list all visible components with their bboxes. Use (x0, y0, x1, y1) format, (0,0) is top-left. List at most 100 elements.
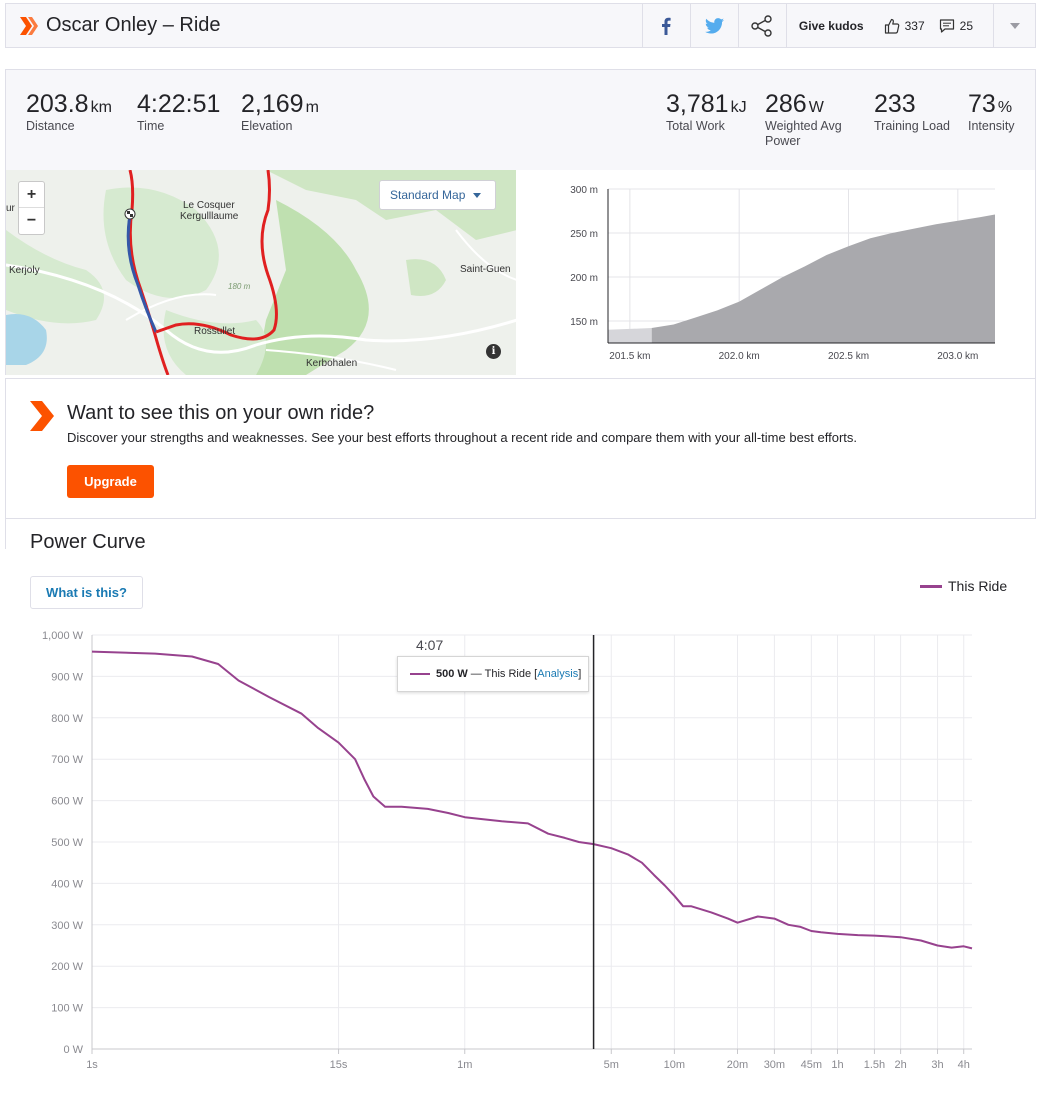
power-curve-chart[interactable]: 0 W 100 W 200 W 300 W 400 W 500 W 600 W 700 W 80… (0, 620, 1048, 1101)
activity-title: Oscar Onley – Ride (46, 14, 221, 36)
map-place-label: Kergulllaume (180, 211, 239, 222)
y-tick-label: 250 m (570, 229, 598, 240)
upsell-banner: Want to see this on your own ride? Disco… (5, 378, 1036, 519)
header-actions: Give kudos 337 25 (641, 4, 1035, 47)
x-tick-label: 2h (894, 1059, 906, 1071)
twitter-share-button[interactable] (689, 4, 738, 47)
x-tick-label: 20m (727, 1059, 748, 1071)
stat-value: 3,781 (666, 90, 729, 118)
stat-intensity: 73% Intensity (968, 90, 1015, 134)
y-tick-label: 300 m (570, 185, 598, 196)
stat-total-work: 3,781 kJ Total Work (666, 90, 747, 134)
stat-value: 203.8 (26, 90, 89, 118)
strava-summit-icon (30, 401, 54, 431)
y-tick-label: 500 W (51, 837, 83, 849)
tooltip-series: — This Ride [ (470, 668, 538, 680)
power-curve-svg: 0 W 100 W 200 W 300 W 400 W 500 W 600 W 700 W 80… (42, 630, 973, 1071)
x-tick-label: 203.0 km (937, 351, 978, 362)
y-tick-label: 1,000 W (42, 630, 84, 642)
divider (5, 518, 1036, 519)
upsell-text: Discover your strengths and weaknesses. … (67, 430, 858, 445)
give-kudos-button[interactable]: Give kudos (798, 18, 864, 33)
x-tick-label: 201.5 km (609, 351, 650, 362)
x-tick-label: 45m (801, 1059, 822, 1071)
stat-label: Intensity (968, 119, 1015, 133)
upsell-title: Want to see this on your own ride? (67, 402, 375, 424)
share-icon (751, 14, 773, 37)
upgrade-button[interactable]: Upgrade (67, 465, 154, 498)
stat-label: Weighted Avg Power (765, 119, 842, 148)
x-tick-label: 10m (664, 1059, 685, 1071)
share-button[interactable] (737, 4, 786, 47)
stat-unit: kJ (730, 99, 747, 116)
x-tick-label: 1s (86, 1059, 98, 1071)
elevation-area (651, 214, 995, 343)
y-tick-label: 0 W (63, 1044, 83, 1056)
stat-label: Total Work (666, 119, 725, 133)
legend-swatch (920, 584, 942, 588)
map-info-button[interactable]: i (486, 344, 501, 359)
x-tick-label: 30m (764, 1059, 785, 1071)
power-curve-line (91, 650, 973, 950)
x-tick-label: 15s (330, 1059, 348, 1071)
map-style-select[interactable]: Standard Map (379, 180, 496, 210)
map-place-label: Le Cosquer (183, 200, 235, 211)
thumbs-up-icon (884, 18, 899, 34)
comment-icon (939, 18, 954, 33)
x-tick-label: 1h (831, 1059, 843, 1071)
x-tick-label: 3h (931, 1059, 943, 1071)
caret-down-icon (473, 192, 482, 198)
x-tick-label: 4h (958, 1059, 970, 1071)
stat-value: 2,169 (241, 90, 304, 118)
stat-unit: km (90, 99, 112, 116)
kudos-area: Give kudos 337 25 (785, 4, 993, 47)
stat-distance: 203.8 km Distance (26, 90, 112, 134)
y-tick-label: 150 m (570, 317, 598, 328)
map-place-label: Kerjoly (9, 265, 40, 276)
y-tick-label: 200 W (51, 961, 83, 973)
map-contour-label: 180 m (228, 282, 251, 291)
facebook-icon (662, 17, 672, 35)
zoom-in-button[interactable]: + (19, 182, 44, 208)
stat-label: Distance (26, 119, 75, 133)
stat-unit: W (808, 99, 824, 116)
map-place-label: Saint-Guen (460, 264, 511, 275)
chart-tooltip: 500 W — This Ride [ Analysis ] (397, 656, 589, 692)
chart-legend[interactable]: This Ride (920, 578, 1007, 594)
stat-time: 4:22:51 Time (137, 90, 222, 134)
y-tick-label: 200 m (570, 273, 598, 284)
stat-value: 4:22:51 (137, 90, 221, 118)
stat-label: Training Load (874, 119, 950, 133)
elevation-chart[interactable]: 150 m 200 m 250 m 300 m 201.5 km 202.0 km 202.… (516, 170, 1036, 378)
elevation-area-before (608, 328, 652, 343)
comments-count: 25 (959, 18, 973, 33)
stat-label: Time (137, 119, 165, 133)
what-is-this-button[interactable]: What is this? (30, 576, 143, 609)
analysis-link[interactable]: Analysis (537, 668, 579, 680)
y-tick-label: 400 W (51, 878, 83, 890)
tooltip-value: 500 W (436, 668, 468, 680)
stat-value: 286 (765, 90, 807, 118)
y-tick-label: 100 W (51, 1003, 83, 1015)
y-tick-label: 600 W (51, 796, 83, 808)
y-tick-label: 800 W (51, 713, 83, 725)
x-tick-label: 1m (457, 1059, 472, 1071)
x-tick-label: 202.5 km (828, 351, 869, 362)
more-actions-button[interactable] (993, 4, 1035, 47)
facebook-share-button[interactable] (641, 4, 690, 47)
x-tick-label: 5m (604, 1059, 619, 1071)
y-tick-label: 300 W (51, 920, 83, 932)
tooltip-time: 4:07 (416, 637, 444, 653)
route-map[interactable]: + − Standard Map Le Cosquer Kergulllaume… (5, 170, 516, 375)
zoom-out-button[interactable]: − (26, 212, 37, 229)
kudos-count: 337 (904, 18, 925, 33)
tooltip-swatch (410, 673, 430, 675)
elevation-chart-svg: 150 m 200 m 250 m 300 m 201.5 km 202.0 km 202.… (570, 185, 995, 362)
y-tick-label: 900 W (51, 671, 83, 683)
kudos-count-button[interactable]: 337 (884, 18, 925, 34)
divider (5, 519, 6, 549)
stat-weighted-power: 286 W Weighted Avg Power (765, 90, 855, 149)
comments-count-button[interactable]: 25 (939, 18, 973, 34)
tooltip-end: ] (578, 668, 582, 680)
caret-down-icon (1009, 22, 1020, 29)
